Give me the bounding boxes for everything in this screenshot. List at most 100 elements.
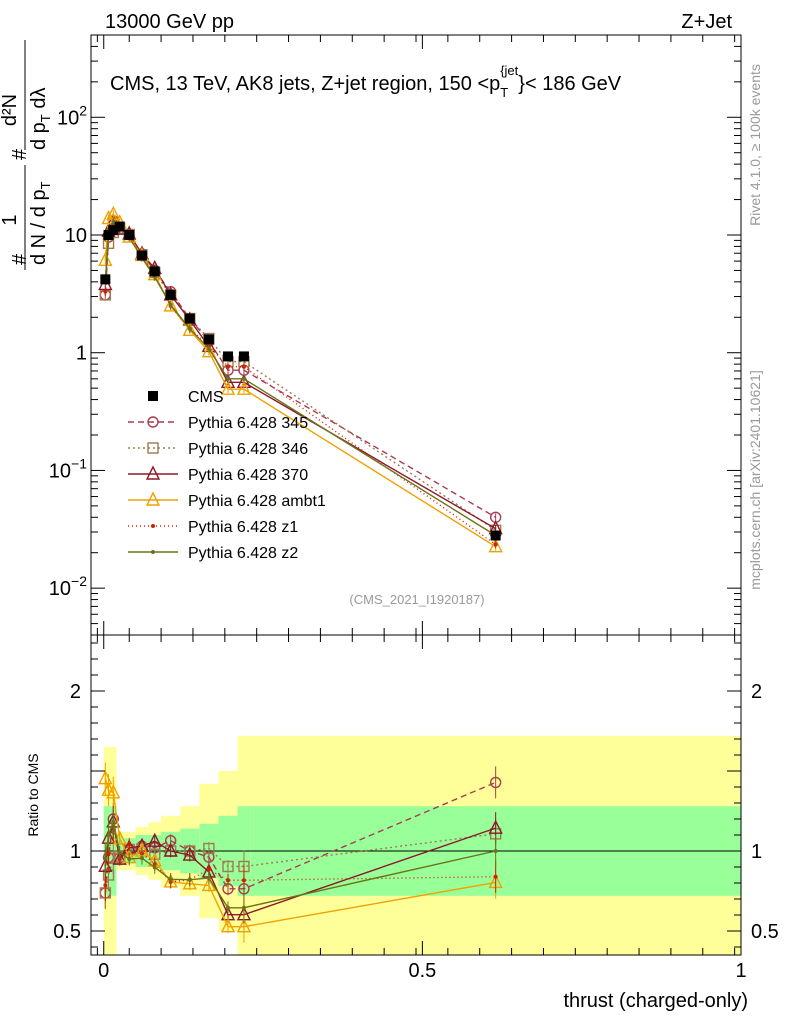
ylabel-num2: d²N [0, 94, 21, 126]
main-series-line [104, 227, 497, 531]
main-point [201, 343, 217, 358]
chart-title-sub: T [500, 85, 508, 100]
chart-title: CMS, 13 TeV, AK8 jets, Z+jet region, 150… [110, 63, 622, 100]
x-tick-label: 1 [735, 960, 746, 982]
legend-label: Pythia 6.428 346 [188, 441, 308, 458]
data-point [223, 351, 234, 362]
ylabel-num1: 1 [0, 214, 21, 225]
ratio-point [220, 918, 236, 933]
legend-marker [147, 416, 159, 428]
y-tick-label: 10 [65, 225, 87, 247]
legend-entry-1: Pythia 6.428 345 [128, 415, 308, 432]
ratio-y-tick-label-left: 0.5 [53, 921, 81, 943]
main-point [226, 364, 231, 369]
ratio-point [147, 832, 162, 847]
header-left: 13000 GeV pp [105, 11, 234, 33]
ratio-point [127, 842, 132, 847]
data-point [238, 351, 249, 362]
main-point [241, 376, 246, 381]
ylabel-den2: d pT dλ [28, 88, 53, 150]
main-point [182, 321, 197, 337]
main-point [98, 251, 113, 266]
main-point [101, 209, 116, 225]
main-point [111, 219, 116, 224]
ratio-y-tick-label-right: 0.5 [751, 921, 779, 943]
ratio-point [226, 905, 231, 910]
ylabel-den1: d N / d pT [28, 181, 53, 265]
ratio-point [206, 867, 211, 872]
ratio-point [103, 856, 108, 861]
legend-label: Pythia 6.428 370 [188, 467, 308, 484]
y-tick-label: 1 [76, 343, 87, 365]
main-point [168, 302, 173, 307]
legend-marker [145, 465, 161, 480]
chart-title-sup: {jet [500, 63, 518, 78]
ratio-y-tick-label-right: 2 [751, 681, 762, 703]
main-point [488, 538, 503, 553]
chart-title-main: CMS, 13 TeV, AK8 jets, Z+jet region, 150… [110, 73, 500, 95]
ratio-point [117, 857, 122, 862]
main-point [163, 297, 178, 312]
legend-entry-4: Pythia 6.428 ambt1 [128, 491, 326, 510]
ratio-point [106, 833, 111, 837]
ratio-y-axis-label: Ratio to CMS [25, 753, 41, 836]
ratio-point [488, 819, 503, 834]
ratio-point [127, 857, 132, 861]
ratio-point [203, 842, 215, 855]
ratio-point [201, 876, 217, 892]
main-series-layer [98, 205, 503, 553]
data-point [100, 274, 111, 285]
legend-entry-5: Pythia 6.428 z1 [128, 519, 298, 536]
legend-label: CMS [188, 389, 224, 406]
ratio-point [222, 860, 234, 873]
legend-entry-3: Pythia 6.428 370 [128, 465, 308, 484]
ratio-point [139, 856, 144, 861]
analysis-tag: (CMS_2021_I1920187) [349, 592, 484, 607]
legend-label: Pythia 6.428 z1 [188, 519, 298, 536]
main-point [236, 380, 252, 395]
main-data-series [100, 221, 501, 541]
ratio-point [187, 877, 192, 882]
main-series-line [104, 220, 497, 537]
legend: CMS Pythia 6.428 345 Pythia 6.428 346 Pythi… [128, 389, 326, 562]
legend-label: Pythia 6.428 345 [188, 415, 308, 432]
ratio-point [493, 849, 498, 853]
ratio-point [111, 819, 116, 824]
ratio-point [182, 846, 197, 861]
data-point [114, 221, 125, 232]
rivet-label: Rivet 4.1.0, ≥ 100k events [747, 64, 763, 226]
ratio-point [117, 850, 122, 855]
ratio-point [241, 905, 246, 910]
main-point [226, 376, 231, 381]
ratio-y-tick-label-left: 1 [70, 841, 81, 863]
ratio-point [168, 877, 173, 882]
y-tick-label: 10−2 [49, 573, 87, 600]
data-point [124, 230, 135, 240]
ratio-series-5 [103, 805, 498, 924]
legend-entry-2: Pythia 6.428 346 [128, 441, 308, 458]
data-point [490, 530, 501, 541]
ratio-point [103, 883, 108, 888]
x-tick-label: 0 [98, 960, 109, 982]
ratio-point [236, 918, 252, 933]
ratio-point [163, 842, 178, 857]
ratio-point [206, 876, 211, 881]
header-right: Z+Jet [681, 11, 732, 33]
legend-entry-6: Pythia 6.428 z2 [128, 545, 298, 562]
ratio-point [241, 878, 246, 883]
legend-marker [147, 442, 159, 454]
legend-marker [148, 391, 158, 401]
ratio-point [152, 865, 157, 870]
legend-marker [151, 550, 155, 554]
legend-label: Pythia 6.428 ambt1 [188, 493, 326, 510]
ratio-y-tick-label-right: 1 [751, 841, 762, 863]
ratio-y-tick-label-left: 2 [70, 681, 81, 703]
data-point [203, 334, 214, 345]
main-point [220, 380, 236, 395]
y-tick-label: 102 [57, 102, 87, 129]
x-tick-label: 0.5 [408, 960, 436, 982]
main-point [187, 326, 192, 331]
legend-marker [151, 524, 155, 528]
